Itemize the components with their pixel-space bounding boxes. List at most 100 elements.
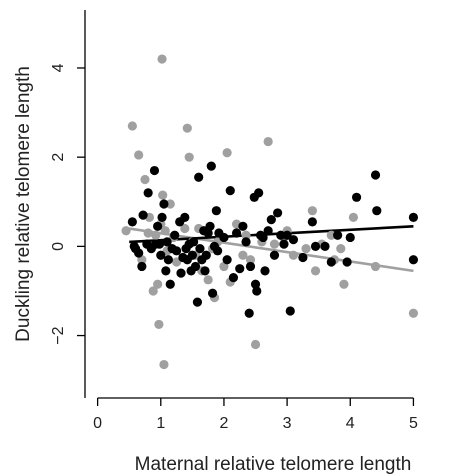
x-tick-label: 2 [219, 415, 228, 432]
grey-series-point [307, 206, 317, 216]
black-series-point [244, 308, 254, 318]
black-series-point [149, 165, 160, 176]
black-series-point [157, 212, 167, 222]
black-series-point [342, 257, 352, 267]
black-series-point [170, 230, 180, 240]
x-tick-label: 3 [283, 415, 292, 432]
black-series-point [165, 279, 175, 289]
black-series-point [134, 248, 144, 258]
black-series-point [269, 250, 280, 260]
grey-series-point [222, 148, 232, 158]
black-series-point [195, 243, 205, 254]
black-series-point [408, 212, 419, 222]
black-series-point [180, 212, 190, 222]
black-series-point [189, 237, 199, 247]
y-tick-label: −2 [50, 326, 67, 344]
y-tick-label: 4 [50, 63, 67, 72]
black-series-point [263, 226, 273, 236]
black-series-point [137, 261, 147, 272]
black-series-point [266, 215, 276, 225]
black-series-point [235, 264, 245, 274]
black-series-point [276, 230, 286, 240]
black-series-point [285, 306, 295, 316]
black-series-point [225, 186, 235, 196]
grey-series-point [250, 339, 261, 350]
grey-series-point [143, 228, 153, 238]
x-tick-label: 1 [156, 415, 165, 432]
black-series-point [200, 266, 210, 276]
black-series-point [206, 161, 216, 171]
x-axis-title: Maternal relative telomere length [135, 454, 412, 475]
black-series-point [176, 268, 186, 278]
y-tick-label: 0 [50, 242, 67, 251]
y-axis-title: Duckling relative telomere length [13, 66, 34, 342]
black-series-point [258, 232, 268, 243]
grey-series-point [160, 226, 170, 236]
grey-series-point [151, 230, 161, 240]
black-series-point [351, 192, 362, 202]
black-series-point [370, 170, 381, 180]
grey-series-point [301, 243, 311, 254]
black-series-point [163, 255, 173, 265]
black-series-point [159, 199, 169, 209]
black-series-point [307, 217, 317, 227]
black-series-point [228, 272, 239, 283]
grey-series-point [159, 359, 169, 370]
axes [84, 10, 414, 399]
grey-series-point [154, 319, 164, 330]
black-series-point [219, 232, 229, 243]
data-points [121, 54, 419, 370]
black-series-point [207, 288, 218, 298]
black-series-point [190, 261, 201, 272]
grey-series-point [127, 121, 137, 131]
black-series-point [211, 206, 221, 216]
black-series-point [192, 297, 203, 307]
grey-series-point [134, 150, 144, 160]
x-tick-label: 5 [409, 415, 418, 432]
black-series-point [245, 261, 256, 272]
grey-series-point [288, 250, 299, 260]
black-series-point [333, 230, 343, 240]
black-series-point [326, 257, 336, 267]
black-series-point [201, 250, 211, 260]
grey-series-point [180, 223, 190, 234]
grey-series-point [336, 243, 346, 254]
grey-series-point [158, 190, 168, 200]
black-series-point [187, 250, 197, 260]
black-series-point [252, 286, 262, 296]
black-series-point [171, 246, 182, 256]
black-series-point [273, 208, 283, 218]
grey-series-point [245, 255, 256, 265]
black-series-point [254, 188, 264, 198]
black-series-point [260, 266, 270, 276]
grey-series-point [121, 226, 131, 236]
grey-series-point [241, 230, 251, 240]
grey-series-point [148, 286, 158, 296]
grey-series-point [339, 279, 349, 289]
grey-series-point [269, 239, 280, 249]
black-series-point [127, 217, 137, 227]
y-tick-label: 2 [50, 153, 67, 162]
black-series-point [279, 239, 289, 249]
black-series-point [241, 237, 251, 247]
black-series-point [205, 221, 215, 231]
grey-series-point [263, 136, 273, 147]
grey-series-point [408, 308, 419, 318]
black-series-point [288, 235, 299, 245]
grey-series-point [370, 261, 381, 272]
black-series-point [213, 246, 223, 256]
black-series-point [320, 241, 330, 251]
black-series-point [143, 188, 153, 198]
grey-series-point [140, 174, 150, 185]
grey-series-point [184, 152, 194, 162]
grey-series-point [238, 250, 248, 260]
black-series-point [231, 228, 242, 238]
grey-series-point [310, 266, 321, 276]
grey-series-point [203, 275, 213, 285]
black-series-point [298, 252, 308, 263]
black-series-point [153, 221, 163, 231]
black-series-point [408, 255, 419, 265]
grey-series-point [157, 54, 167, 64]
grey-series-point [326, 230, 336, 240]
grey-series-point [153, 279, 163, 289]
